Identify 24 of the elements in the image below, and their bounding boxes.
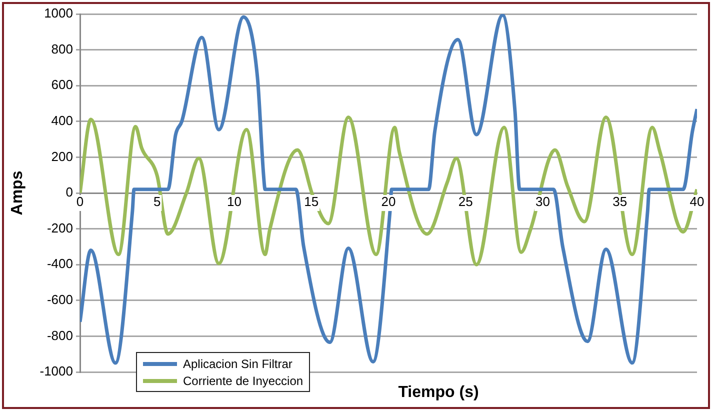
x-tick-label: 20 (381, 194, 396, 210)
x-tick-label: 10 (227, 194, 242, 210)
x-tick-label: 5 (154, 194, 161, 210)
y-tick-label: 1000 (44, 6, 73, 21)
y-tick-label: 0 (66, 184, 73, 200)
x-tick-label: 35 (612, 194, 628, 210)
x-tick-label: 0 (76, 194, 84, 210)
x-tick-label: 25 (458, 194, 473, 210)
y-tick-label: -1000 (40, 364, 73, 379)
y-tick-label: -800 (46, 328, 73, 343)
y-tick-label: -200 (46, 220, 73, 236)
y-tick-label: 800 (51, 41, 73, 56)
x-tick-label: 40 (690, 194, 704, 210)
legend-label: Aplicacion Sin Filtrar (183, 356, 292, 370)
y-tick-label: -400 (46, 256, 73, 272)
y-axis-title: Amps (9, 170, 26, 216)
x-axis-title: Tiempo (s) (398, 384, 479, 401)
x-tick-label: 30 (536, 194, 550, 210)
y-tick-label: 200 (51, 148, 73, 164)
y-tick-label: 600 (51, 77, 73, 92)
y-tick-label: -600 (46, 292, 73, 307)
y-tick-label: 400 (51, 112, 73, 128)
legend-label: Corriente de Inyeccion (183, 374, 304, 388)
x-tick-label: 15 (304, 194, 319, 210)
